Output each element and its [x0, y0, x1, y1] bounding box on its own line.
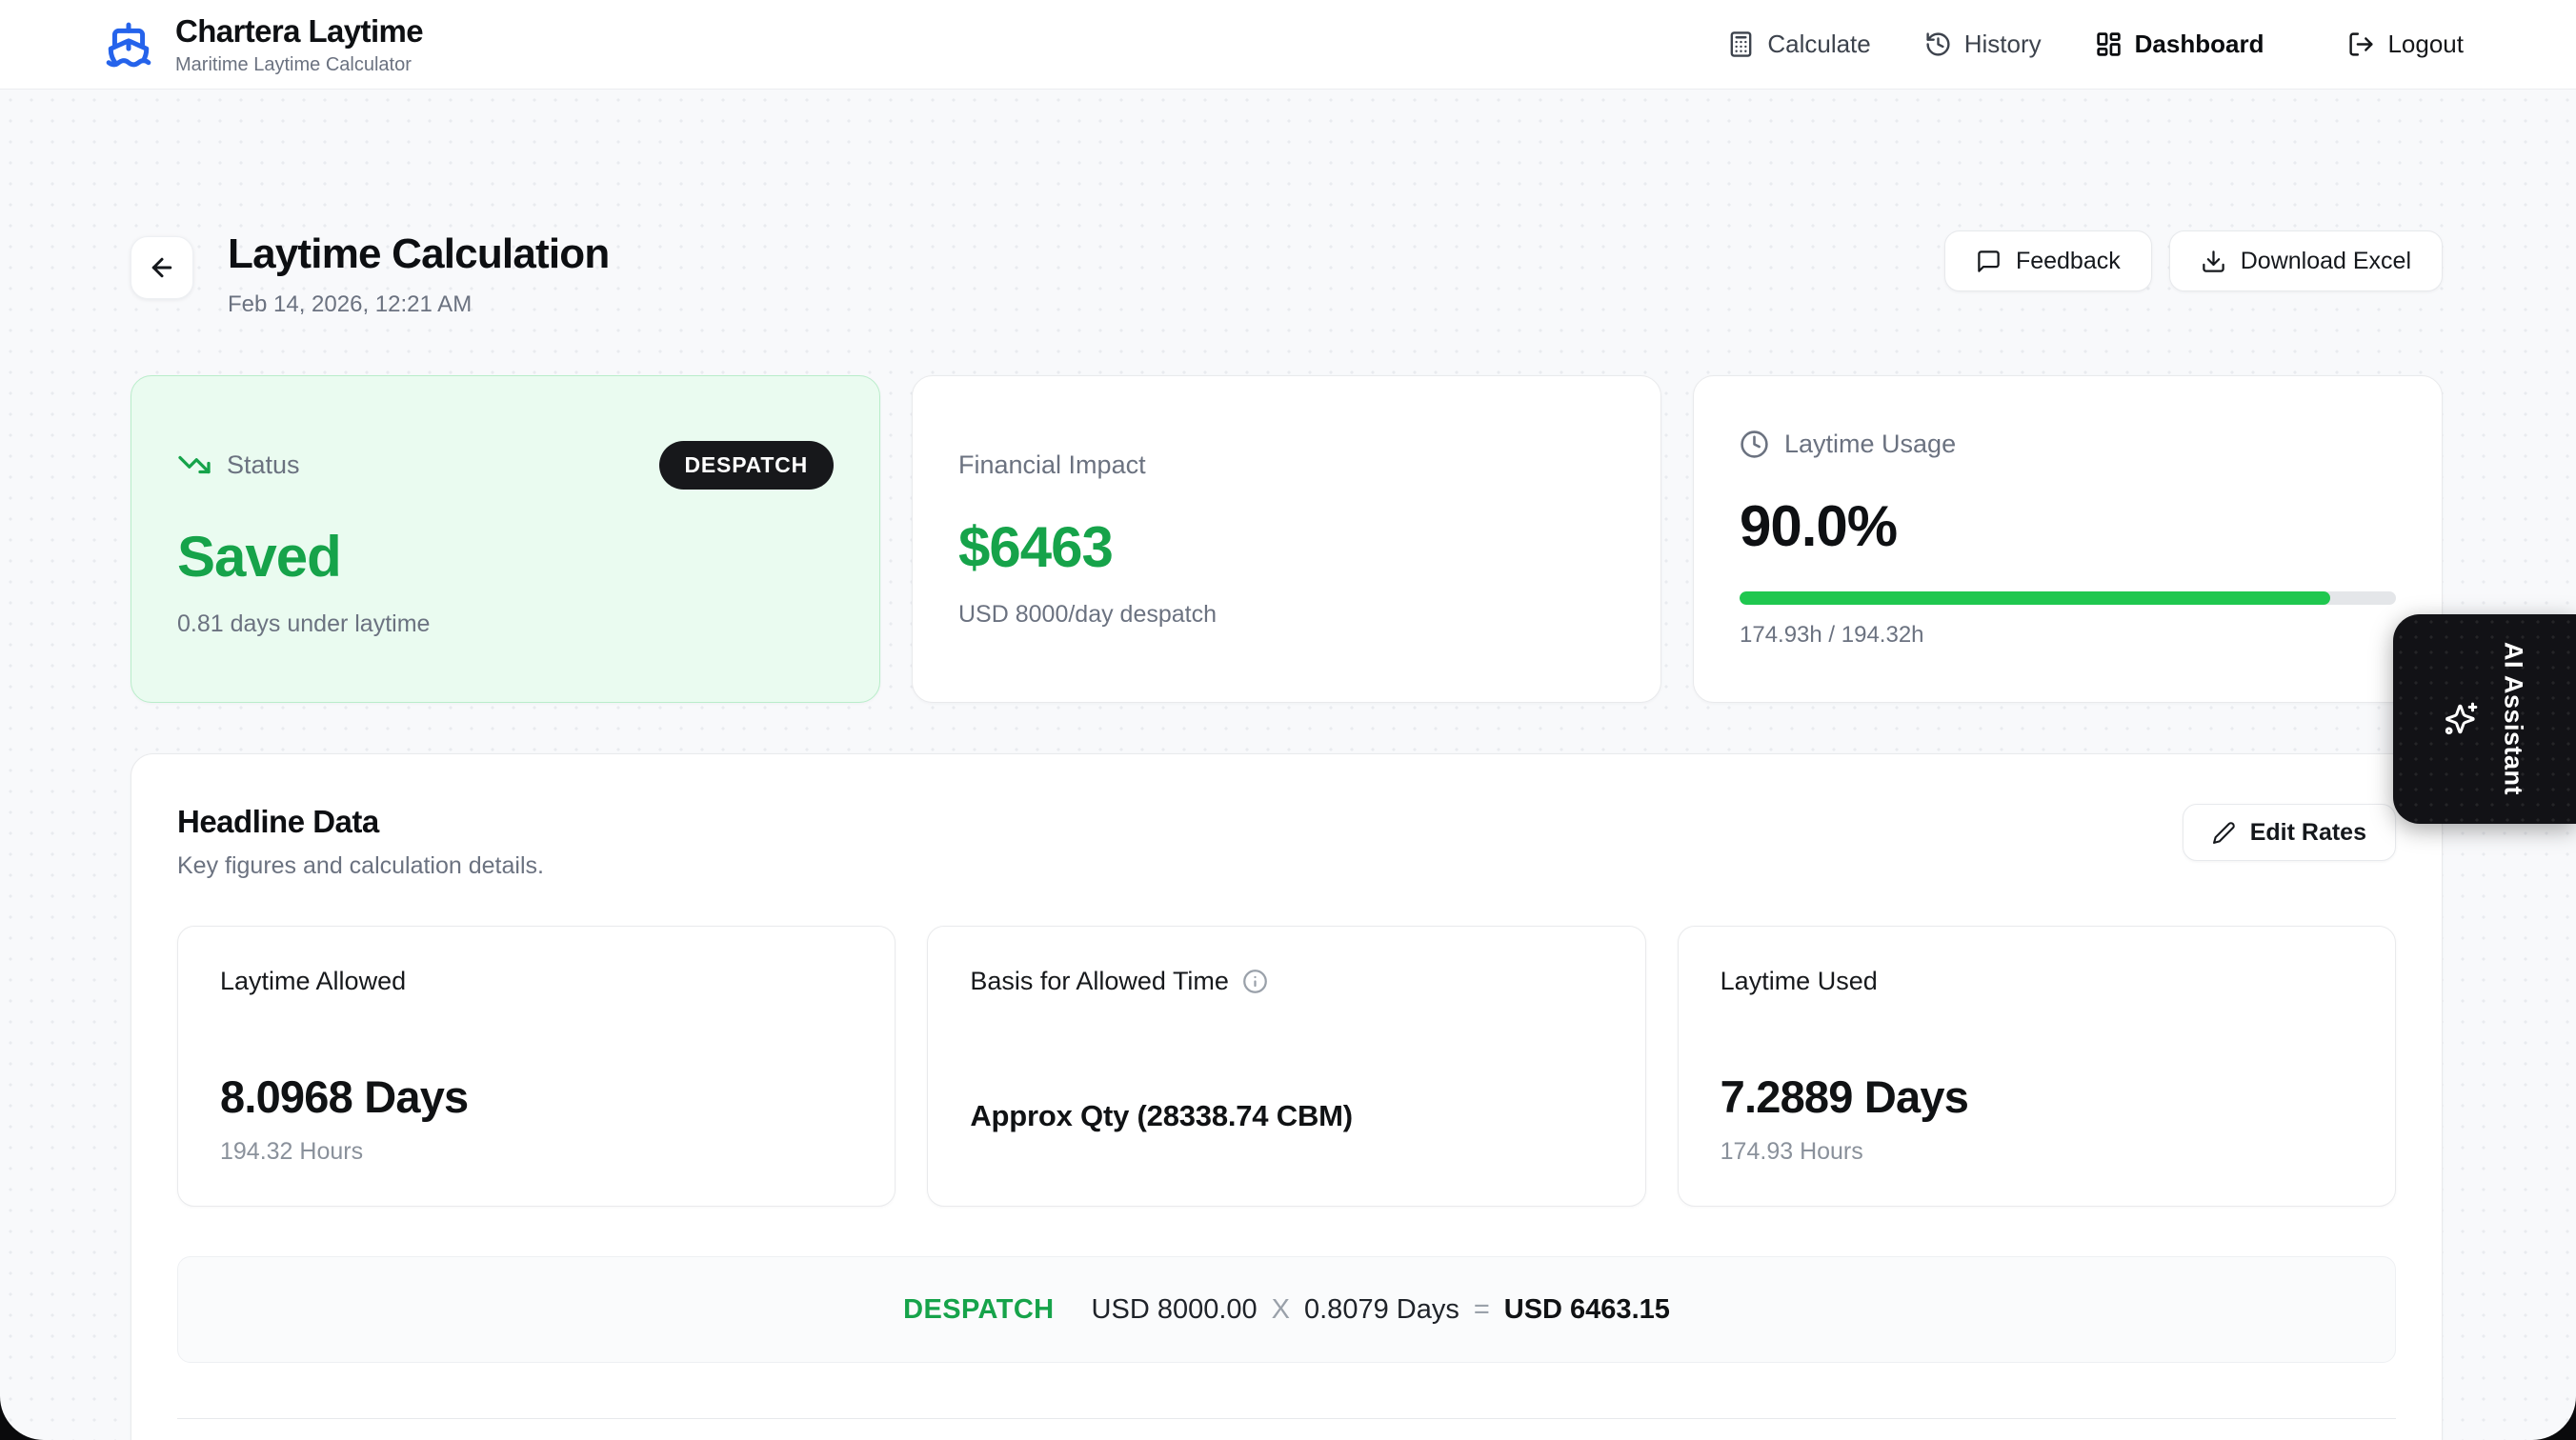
sparkles-icon [2442, 700, 2480, 738]
page-header-row: Laytime Calculation Feb 14, 2026, 12:21 … [131, 230, 2443, 318]
formula-days: 0.8079 Days [1304, 1293, 1459, 1325]
calculation-date: Feb 14, 2026, 12:21 AM [228, 291, 473, 317]
headline-cards-row: Laytime Allowed 8.0968 Days 194.32 Hours… [177, 926, 2396, 1207]
status-label: Status [227, 450, 300, 479]
calculator-icon [1727, 30, 1755, 58]
despatch-formula-bar: DESPATCH USD 8000.00 X 0.8079 Days = USD… [177, 1256, 2396, 1363]
nav-item-dashboard[interactable]: Dashboard [2095, 30, 2264, 59]
back-button[interactable] [131, 236, 193, 299]
financial-impact-label: Financial Impact [958, 450, 1146, 479]
laytime-usage-card: Laytime Usage 90.0% 174.93h / 194.32h [1693, 375, 2443, 703]
download-icon [2201, 249, 2226, 274]
download-excel-button[interactable]: Download Excel [2168, 230, 2443, 291]
laytime-allowed-label: Laytime Allowed [220, 967, 407, 995]
formula-tag: DESPATCH [903, 1293, 1055, 1325]
nav-item-history[interactable]: History [1924, 30, 2042, 59]
clock-icon [1740, 430, 1769, 459]
headline-data-section: Headline Data Key figures and calculatio… [131, 753, 2443, 1440]
dashboard-icon [2095, 30, 2123, 58]
feedback-button[interactable]: Feedback [1943, 230, 2152, 291]
edit-rates-button[interactable]: Edit Rates [2182, 804, 2396, 861]
status-subtext: 0.81 days under laytime [177, 610, 431, 637]
laytime-usage-value: 90.0% [1740, 494, 1898, 558]
trending-down-icon [177, 448, 211, 482]
nav-label: Dashboard [2134, 30, 2264, 58]
formula-rate: USD 8000.00 [1091, 1293, 1258, 1325]
laytime-used-hours: 174.93 Hours [1720, 1138, 1863, 1165]
basis-allowed-time-card: Basis for Allowed Time Approx Qty (28338… [927, 926, 1646, 1207]
ai-assistant-tab[interactable]: AI Assistant [2393, 614, 2576, 824]
section-divider [177, 1418, 2396, 1419]
laytime-usage-label: Laytime Usage [1784, 430, 1957, 458]
status-card: Status DESPATCH Saved 0.81 days under la… [131, 375, 880, 703]
nav-label: History [1963, 30, 2042, 58]
page-content: Laytime Calculation Feb 14, 2026, 12:21 … [0, 90, 2576, 1440]
info-icon[interactable] [1242, 969, 1268, 994]
formula-equals: = [1473, 1293, 1490, 1325]
laytime-allowed-value: 8.0968 Days [220, 1071, 469, 1122]
laytime-used-label: Laytime Used [1720, 967, 1878, 995]
summary-cards-row: Status DESPATCH Saved 0.81 days under la… [131, 375, 2443, 703]
laytime-usage-hours: 174.93h / 194.32h [1740, 622, 1924, 648]
nav-label: Calculate [1767, 30, 1871, 58]
formula-multiply: X [1271, 1293, 1290, 1325]
ship-icon [105, 21, 152, 69]
message-square-icon [1976, 249, 2002, 274]
feedback-label: Feedback [2015, 247, 2121, 274]
brand-name: Chartera Laytime [175, 12, 424, 49]
page-title: Laytime Calculation [228, 230, 610, 277]
laytime-allowed-card: Laytime Allowed 8.0968 Days 194.32 Hours [177, 926, 896, 1207]
brand: Chartera Laytime Maritime Laytime Calcul… [105, 12, 424, 76]
brand-tagline: Maritime Laytime Calculator [175, 53, 412, 75]
laytime-allowed-hours: 194.32 Hours [220, 1138, 364, 1165]
basis-allowed-time-value: Approx Qty (28338.74 CBM) [970, 1099, 1353, 1132]
formula-total: USD 6463.15 [1503, 1293, 1670, 1325]
main-nav: Calculate History Dashboard [1727, 30, 2464, 59]
headline-data-title: Headline Data [177, 804, 379, 839]
laytime-progress-bar [1740, 591, 2396, 605]
history-icon [1924, 30, 1952, 58]
headline-data-subtitle: Key figures and calculation details. [177, 852, 544, 879]
edit-rates-label: Edit Rates [2249, 818, 2366, 846]
nav-item-calculate[interactable]: Calculate [1727, 30, 1871, 59]
download-excel-label: Download Excel [2240, 247, 2411, 274]
financial-impact-value: $6463 [958, 514, 1114, 579]
despatch-badge: DESPATCH [658, 440, 834, 490]
ai-assistant-label: AI Assistant [2499, 642, 2528, 796]
laytime-progress-fill [1740, 591, 2331, 605]
status-value: Saved [177, 524, 342, 589]
laytime-used-value: 7.2889 Days [1720, 1071, 1969, 1122]
financial-impact-subtext: USD 8000/day despatch [958, 600, 1218, 628]
nav-item-logout[interactable]: Logout [2347, 30, 2464, 59]
laytime-used-card: Laytime Used 7.2889 Days 174.93 Hours [1677, 926, 2396, 1207]
header: Chartera Laytime Maritime Laytime Calcul… [0, 0, 2576, 90]
arrow-left-icon [148, 253, 176, 282]
basis-allowed-time-label: Basis for Allowed Time [970, 967, 1229, 995]
nav-label: Logout [2387, 30, 2464, 58]
pencil-icon [2212, 821, 2236, 845]
financial-impact-card: Financial Impact $6463 USD 8000/day desp… [912, 375, 1661, 703]
logout-icon [2347, 30, 2375, 58]
